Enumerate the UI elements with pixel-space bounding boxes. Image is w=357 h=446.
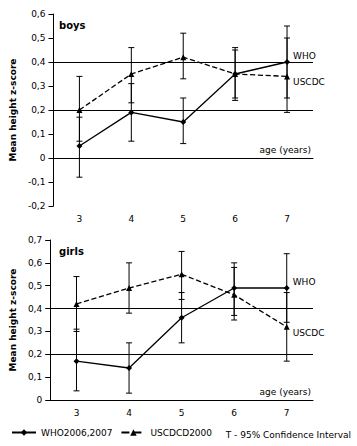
svg-text:0,5: 0,5 (31, 33, 45, 43)
svg-text:T - 95% Confidence Interval: T - 95% Confidence Interval (225, 430, 351, 440)
svg-text:0,1: 0,1 (28, 372, 42, 382)
svg-text:0: 0 (36, 395, 42, 405)
svg-text:0,1: 0,1 (31, 129, 45, 139)
svg-text:0,6: 0,6 (28, 258, 43, 268)
svg-text:7: 7 (284, 408, 290, 418)
svg-text:WHO: WHO (293, 51, 316, 61)
svg-text:-0,1: -0,1 (28, 177, 46, 187)
svg-text:USCDC: USCDC (293, 328, 325, 338)
svg-text:0,2: 0,2 (28, 349, 42, 359)
svg-text:-0,2: -0,2 (28, 201, 46, 211)
svg-text:USCDCD2000: USCDCD2000 (150, 428, 212, 438)
svg-text:USCDC: USCDC (293, 77, 325, 87)
svg-text:age (years): age (years) (260, 387, 311, 397)
svg-text:Mean height z-score: Mean height z-score (8, 59, 18, 162)
svg-text:0,3: 0,3 (31, 81, 45, 91)
svg-text:6: 6 (231, 408, 237, 418)
svg-text:0,2: 0,2 (31, 105, 45, 115)
svg-text:WHO: WHO (293, 277, 316, 287)
svg-text:3: 3 (74, 408, 80, 418)
svg-text:5: 5 (180, 214, 186, 224)
svg-text:7: 7 (284, 214, 290, 224)
svg-text:0,3: 0,3 (28, 326, 42, 336)
svg-text:5: 5 (179, 408, 185, 418)
svg-text:0,4: 0,4 (31, 57, 46, 67)
svg-text:boys: boys (59, 20, 86, 31)
svg-text:3: 3 (77, 214, 83, 224)
svg-text:0: 0 (40, 153, 46, 163)
svg-text:4: 4 (128, 214, 134, 224)
svg-text:0,7: 0,7 (28, 235, 42, 245)
svg-text:WHO2006,2007: WHO2006,2007 (41, 428, 112, 438)
svg-text:age (years): age (years) (260, 145, 311, 155)
svg-text:0,5: 0,5 (28, 281, 42, 291)
svg-text:4: 4 (126, 408, 132, 418)
svg-text:0,4: 0,4 (28, 304, 43, 314)
svg-text:6: 6 (232, 214, 238, 224)
svg-text:Mean height z-score: Mean height z-score (8, 269, 18, 372)
svg-text:girls: girls (59, 246, 84, 257)
svg-text:0,6: 0,6 (31, 9, 46, 19)
